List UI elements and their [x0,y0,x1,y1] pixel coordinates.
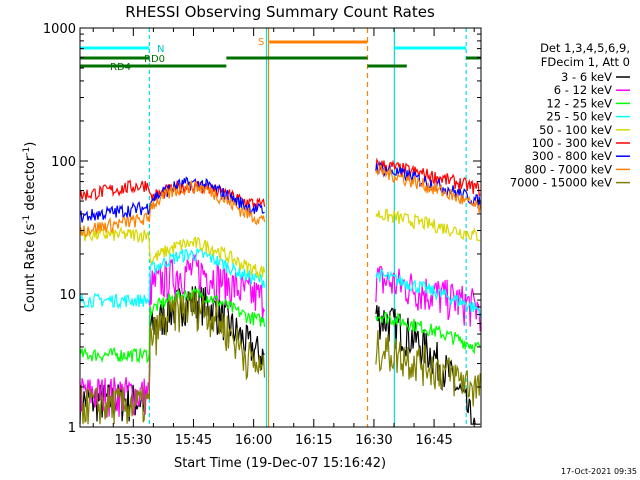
x-axis-label: Start Time (19-Dec-07 15:16:42) [174,456,386,471]
flag-label-rd4: RD4 [110,62,131,73]
x-tick-label: 16:00 [235,433,272,448]
y-axis-label-sup2: -1 [22,147,32,156]
x-tick-label: 16:45 [415,433,452,448]
y-axis-label-main: Count Rate (s [23,224,38,313]
legend-label-8: 800 - 7000 keV [524,162,612,176]
y-axis-label-mid: detector [23,155,38,215]
legend-label-7: 300 - 800 keV [532,149,612,163]
x-tick-label: 15:30 [115,433,152,448]
plot-frame [79,27,482,428]
legend-label-1: 3 - 6 keV [561,70,612,84]
y-axis-label: Count Rate (s-1 detector-1) [22,142,38,313]
series-line-4 [79,248,481,318]
flag-label-night: N [157,44,164,55]
legend-header-line1: Det 1,3,4,5,6,9, [540,41,630,55]
series-line-5 [79,208,481,280]
series-line-3 [79,287,481,364]
axes: 1 10 100 1000 15:30 15:45 16:00 16:15 16:30 16:45 [43,22,482,448]
legend-label-3: 12 - 25 keV [546,96,612,110]
y-tick-label: 10 [59,288,76,303]
series-line-9 [79,290,481,425]
flag-label-rd0: RD0 [144,54,165,65]
legend-label-2: 6 - 12 keV [554,83,612,97]
y-axis-label-end: ) [23,142,38,147]
y-axis-label-sup1: -1 [22,215,32,224]
flag-label-saa: S [258,37,264,48]
legend-label-9: 7000 - 15000 keV [510,176,612,190]
plot-area: N S RD0 RD4 [79,28,481,427]
x-tick-label: 16:15 [295,433,332,448]
x-tick-label: 15:45 [175,433,212,448]
series-line-8 [79,164,481,237]
footer-timestamp: 17-Oct-2021 09:35 [561,467,637,476]
chart-title: RHESSI Observing Summary Count Rates [125,3,435,21]
legend-label-5: 50 - 100 keV [539,123,612,137]
legend-header-line2: FDecim 1, Att 0 [541,55,630,69]
y-tick-label: 1 [68,421,76,436]
y-tick-label: 1000 [43,22,76,37]
y-tick-label: 100 [51,155,76,170]
legend-label-6: 100 - 300 keV [532,136,612,150]
x-tick-label: 16:30 [355,433,392,448]
legend-label-4: 25 - 50 keV [546,110,612,124]
legend: Det 1,3,4,5,6,9, FDecim 1, Att 0 3 - 6 k… [510,41,630,190]
